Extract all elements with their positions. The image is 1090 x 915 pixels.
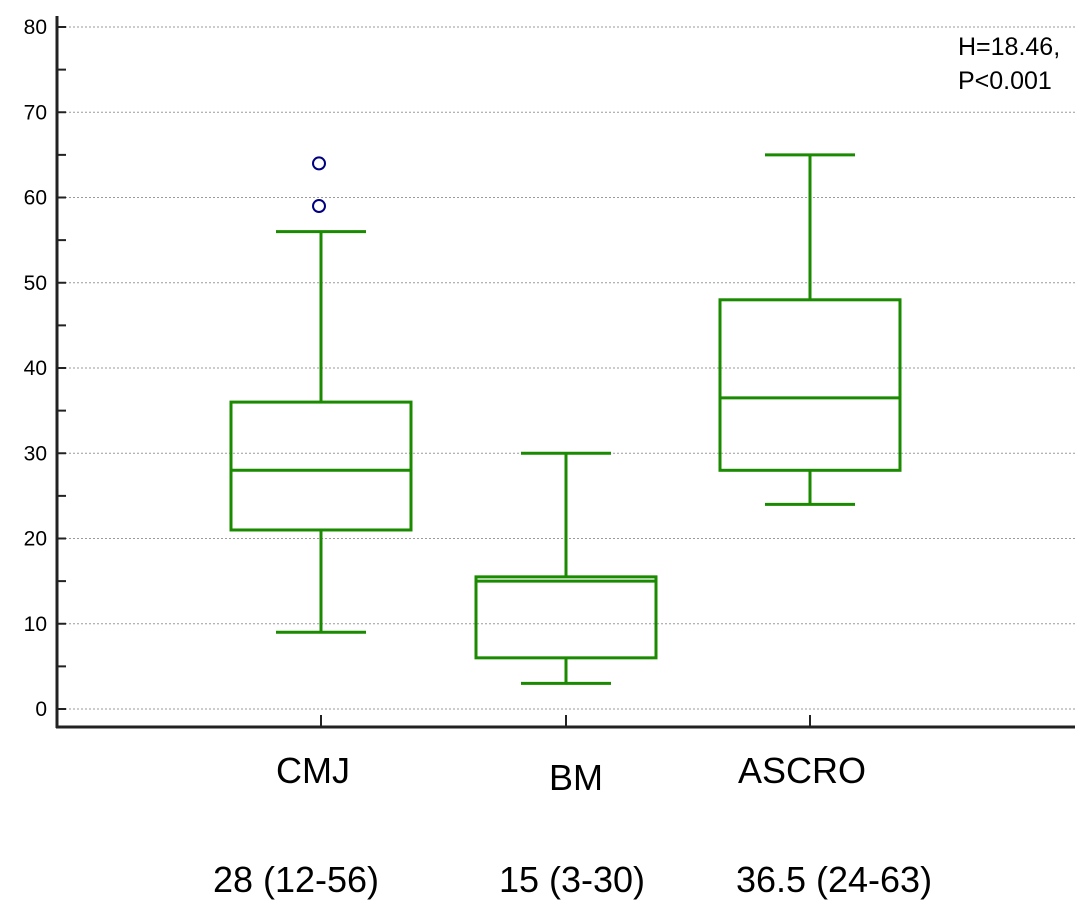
- box-ascro: [718, 153, 902, 506]
- box-bm: [474, 451, 658, 685]
- labels: 0 10 20 30 40 50 60 70 80 CMJ BM ASCRO 28 (12-56) 15 …: [24, 16, 1061, 900]
- y-tick-label: 0: [35, 698, 47, 721]
- y-tick-label: 80: [24, 16, 47, 39]
- summary-label: 28 (12-56): [213, 859, 379, 900]
- boxes: [229, 153, 902, 685]
- y-tick-label: 30: [24, 442, 47, 465]
- category-label: CMJ: [276, 750, 350, 791]
- iqr-box: [474, 575, 658, 660]
- y-tick-label: 50: [24, 272, 47, 295]
- y-tick-label: 40: [24, 357, 47, 380]
- stat-annotation: H=18.46,: [958, 33, 1060, 61]
- y-tick-label: 10: [24, 613, 47, 636]
- category-label: BM: [549, 757, 603, 798]
- y-tick-label: 20: [24, 528, 47, 551]
- summary-label: 36.5 (24-63): [736, 859, 932, 900]
- outlier-point: [312, 156, 326, 171]
- grid-lines: [57, 26, 1075, 710]
- y-tick-label: 70: [24, 101, 47, 124]
- y-tick-label: 60: [24, 187, 47, 210]
- stat-annotation: P<0.001: [958, 67, 1052, 95]
- axes: [55, 16, 1075, 729]
- box-cmj: [229, 156, 413, 634]
- category-label: ASCRO: [738, 750, 866, 791]
- iqr-box: [229, 400, 413, 532]
- summary-label: 15 (3-30): [499, 859, 645, 900]
- iqr-box: [718, 298, 902, 472]
- outlier-point: [312, 199, 326, 214]
